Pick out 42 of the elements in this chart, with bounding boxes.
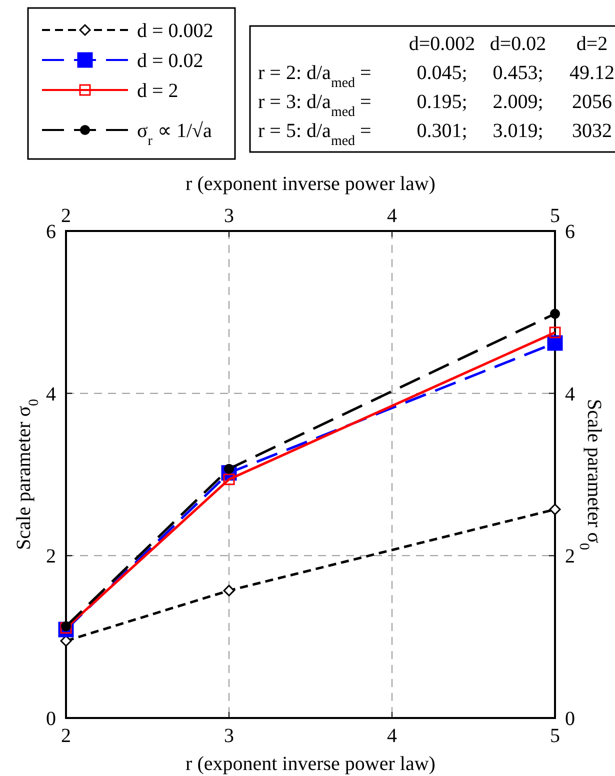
text: 0.301; (416, 120, 468, 142)
y2-tick-label: 2 (565, 546, 575, 568)
y-tick-label: 2 (46, 546, 56, 568)
x2-tick-label: 3 (224, 725, 234, 747)
text: 49.12 (570, 62, 614, 84)
legend-label: σ$_{r}$ ∝ 1/√a (137, 120, 212, 148)
y-tick-label: 4 (46, 383, 56, 406)
y2-tick-label: 6 (565, 221, 575, 243)
y2-tick-label: 0 (565, 708, 575, 730)
text: 3032 (572, 120, 612, 142)
point (550, 308, 560, 319)
text: d=0.002 (408, 33, 476, 55)
text: r = 3: d/a$_{med}$ = (258, 91, 372, 120)
text: d=0.02 (490, 33, 546, 55)
legend-label: d = 0.002 (137, 20, 214, 42)
legend-label: d = 2 (137, 80, 178, 102)
text: 2056 (572, 91, 612, 113)
text: d=2 (576, 33, 608, 55)
y-tick-label: 6 (46, 221, 56, 243)
legend-label: d = 0.02 (137, 50, 204, 72)
point (549, 504, 561, 516)
x-tick-label: 2 (61, 205, 71, 227)
text: r = 2: d/a$_{med}$ = (258, 62, 372, 90)
text: 3.019; (492, 120, 544, 142)
x-axis-title: r (exponent inverse power law) (186, 753, 436, 775)
point (223, 584, 235, 596)
x2-tick-label: 4 (387, 725, 397, 747)
y2-tick-label: 4 (565, 383, 575, 406)
x2-tick-label: 5 (550, 725, 560, 747)
text: 0.453; (492, 62, 544, 84)
text: 0.045; (416, 62, 468, 84)
x2-axis-title: r (exponent inverse power law) (186, 173, 436, 195)
text: 2.009; (492, 91, 544, 113)
point (223, 474, 235, 486)
x-tick-label: 5 (550, 205, 560, 227)
x2-tick-label: 2 (61, 725, 71, 747)
point (549, 326, 561, 338)
text: r = 5: d/a$_{med}$ = (258, 120, 372, 148)
x-tick-label: 4 (387, 205, 397, 227)
y-tick-label: 0 (46, 708, 56, 730)
x-tick-label: 3 (224, 205, 234, 227)
text: 0.195; (416, 91, 468, 113)
